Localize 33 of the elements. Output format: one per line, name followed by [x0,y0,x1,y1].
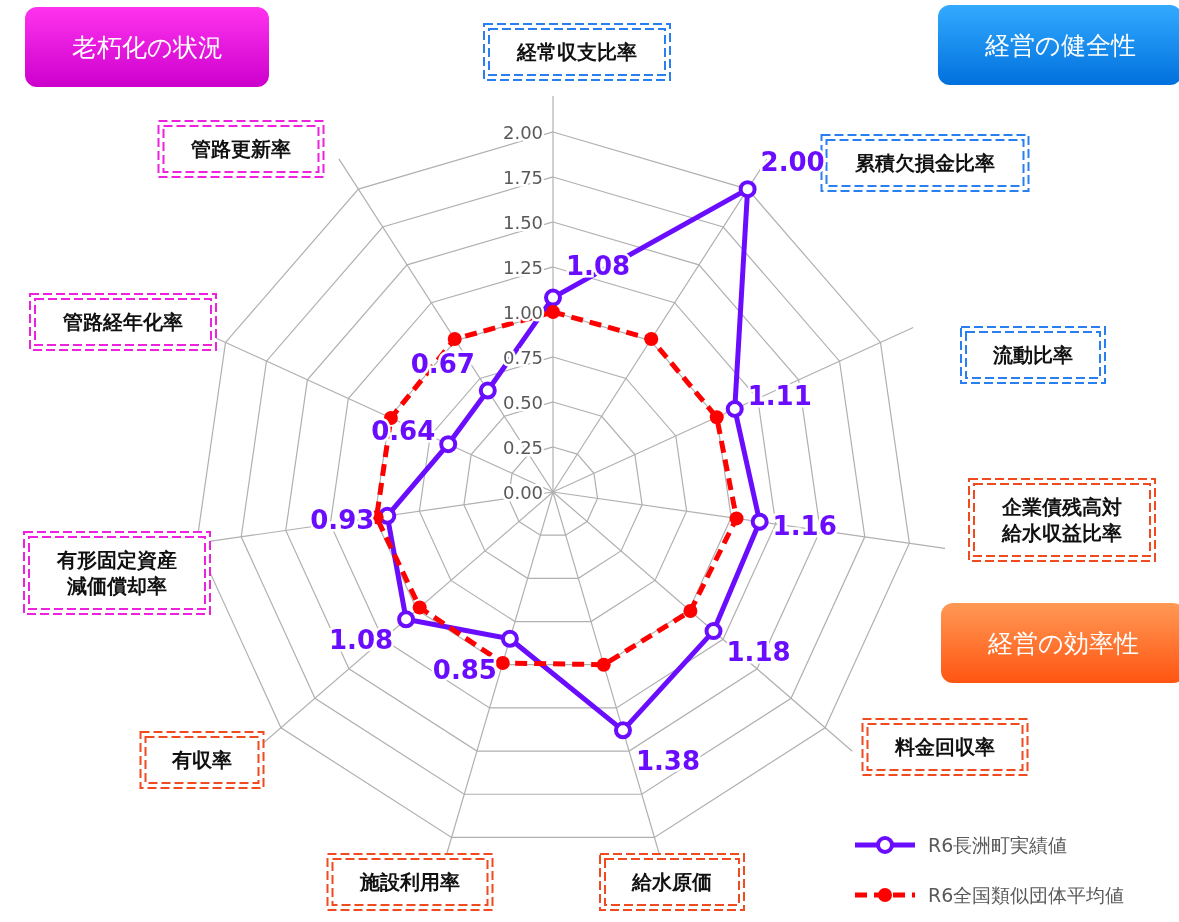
spoke-label: 流動比率 [992,343,1073,367]
y-tick-label: 1.25 [502,257,544,278]
data-label: 1.38 [635,746,701,777]
data-label: 1.18 [726,637,791,668]
data-label: 2.00 [760,147,825,178]
spoke-label: 施設利用率 [359,870,460,894]
text: 経営の効率性 [986,629,1139,658]
y-tick-label: 0.50 [502,392,544,413]
y-tick-label: 2.00 [502,122,544,143]
data-label: 0.85 [432,654,497,685]
spoke-label: 経常収支比率 [516,40,637,64]
data-label: 1.16 [772,511,837,542]
y-tick-label: 1.50 [502,212,544,233]
legend-label: R6長洲町実績値 [928,834,1068,856]
y-tick-label: 0.00 [502,482,544,503]
legend-label: R6全国類似団体平均値 [928,884,1125,906]
text: 経営の健全性 [983,31,1136,60]
y-tick-label: 1.00 [502,302,544,323]
data-label: 0.93 [310,505,375,536]
y-tick-label: 1.75 [502,167,544,188]
data-label: 1.11 [747,380,812,411]
spoke-label: 給水原価 [631,870,712,894]
spoke-label: 管路経年化率 [62,310,183,334]
spoke-label: 企業債残高対給水収益比率 [1001,495,1122,545]
data-label: 1.08 [329,625,394,656]
spoke-label: 料金回収率 [894,735,995,759]
y-tick-label: 0.25 [502,437,544,458]
spoke-label: 有形固定資産減価償却率 [56,548,177,598]
spoke-label: 管路更新率 [190,137,291,161]
spoke-label: 有収率 [171,748,232,772]
spoke-label: 累積欠損金比率 [854,151,995,175]
text: 老朽化の状況 [71,33,223,62]
data-label: 0.67 [410,348,475,379]
